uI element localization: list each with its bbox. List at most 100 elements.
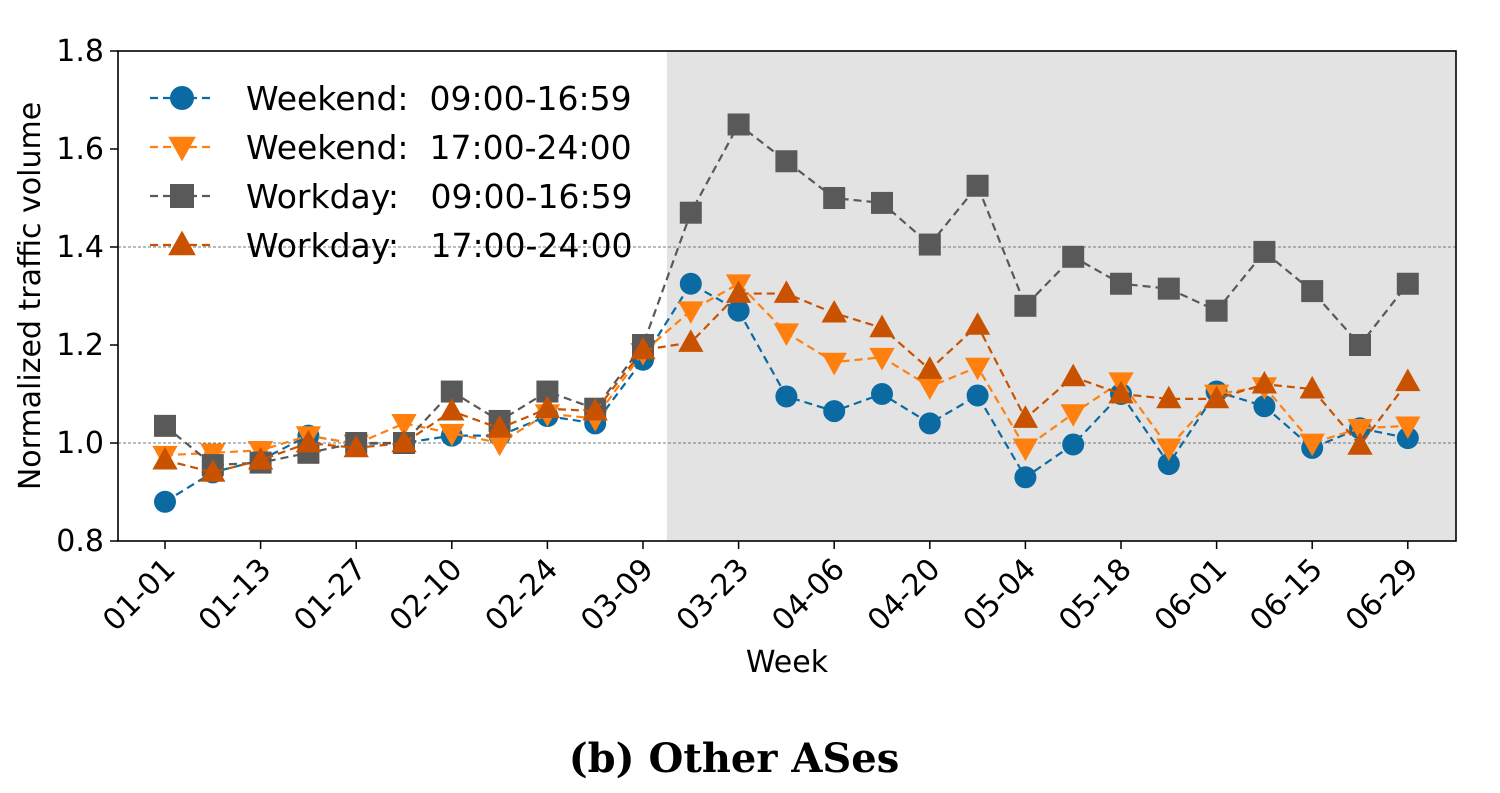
y-axis: 0.8 1.0 1.2 1.4 1.6 1.8: [56, 34, 118, 559]
data-point: [1203, 385, 1230, 409]
y-axis-label: Normalized traffic volume: [13, 102, 48, 490]
data-point: [1012, 405, 1039, 428]
data-point: [823, 187, 846, 209]
legend-entry: Workday: 09:00-16:59: [150, 177, 633, 216]
series-line: [164, 122, 1409, 467]
shaded-period: [666, 51, 1456, 541]
data-point: [1012, 438, 1039, 462]
data-point: [486, 415, 513, 438]
data-point: [964, 357, 991, 381]
shaded-region: [666, 51, 1456, 541]
data-point: [871, 383, 893, 405]
data-point: [821, 352, 847, 376]
x-tick-label: 05-04: [957, 552, 1043, 638]
y-tick-label: 1.4: [56, 230, 104, 265]
data-point: [536, 380, 559, 403]
data-point: [1060, 363, 1086, 387]
legend-marker: [170, 86, 194, 110]
legend-label: Weekend: 09:00-16:59: [246, 79, 632, 118]
legend-entry: Workday: 17:00-24:00: [150, 226, 633, 265]
x-tick-label: 06-01: [1148, 552, 1234, 638]
data-point: [727, 113, 750, 136]
data-point: [966, 174, 989, 197]
data-point: [1014, 294, 1037, 317]
data-point: [678, 329, 704, 352]
y-tick-label: 0.8: [56, 524, 104, 559]
y-tick-label: 1.8: [56, 34, 104, 69]
data-point: [343, 434, 369, 458]
data-point: [823, 400, 846, 423]
data-point: [679, 272, 702, 295]
legend-label: Workday: 17:00-24:00: [246, 226, 633, 265]
data-point: [1205, 299, 1228, 322]
data-point: [1301, 280, 1324, 303]
legend: Weekend: 09:00-16:59 Weekend: 17:00-24:00…: [150, 79, 633, 265]
data-point: [773, 280, 800, 303]
legend-marker: [168, 136, 196, 162]
data-point: [1014, 466, 1037, 489]
data-point: [964, 312, 991, 335]
data-point: [1299, 433, 1325, 457]
data-point: [247, 446, 274, 470]
data-point: [773, 323, 800, 346]
data-point: [725, 280, 752, 303]
data-point: [918, 233, 941, 256]
data-point: [775, 150, 798, 173]
data-point: [869, 314, 895, 338]
y-tick-label: 1.2: [56, 328, 104, 363]
data-point: [821, 299, 847, 323]
data-point: [440, 380, 463, 403]
x-tick-label: 06-15: [1243, 552, 1329, 638]
data-point: [391, 414, 417, 437]
x-tick-label: 01-13: [192, 552, 278, 638]
x-tick-label: 02-24: [479, 552, 565, 638]
data-point: [869, 347, 895, 371]
x-axis: 01-01 01-13 01-27 02-10 02-24 03-09 03-23 04-06…: [96, 541, 1425, 638]
y-tick-label: 1.6: [56, 132, 104, 167]
data-point: [534, 395, 561, 419]
x-axis-label: Week: [746, 645, 829, 680]
data-point: [486, 433, 513, 457]
x-tick-label: 05-18: [1052, 552, 1138, 638]
x-tick-label: 02-10: [383, 552, 469, 638]
data-point: [1253, 395, 1276, 418]
data-point: [1395, 368, 1421, 392]
y-tick-label: 1.0: [56, 426, 104, 461]
data-point: [1349, 334, 1371, 356]
data-point: [582, 397, 608, 421]
x-tick-label: 03-23: [670, 552, 756, 638]
figure-caption: (b) Other ASes: [569, 735, 900, 782]
x-tick-label: 01-27: [287, 552, 373, 638]
series-group: [152, 113, 1421, 513]
data-point: [1156, 438, 1182, 462]
data-point: [1253, 240, 1276, 263]
data-point: [154, 490, 176, 513]
data-point: [1060, 404, 1086, 427]
data-point: [871, 191, 893, 214]
data-point: [917, 377, 943, 400]
data-point: [1347, 418, 1373, 442]
data-point: [679, 201, 702, 224]
data-point: [1347, 432, 1373, 455]
x-tick-label: 01-01: [96, 552, 182, 638]
x-tick-label: 06-29: [1339, 552, 1425, 638]
data-point: [630, 336, 656, 360]
legend-label: Workday: 09:00-16:59: [246, 177, 633, 216]
data-point: [1251, 371, 1278, 394]
legend-entry: Weekend: 17:00-24:00: [150, 128, 632, 167]
data-point: [200, 459, 226, 482]
data-point: [775, 385, 798, 408]
data-point: [727, 299, 750, 322]
data-point: [152, 446, 178, 470]
data-point: [439, 423, 465, 447]
data-point: [295, 429, 322, 453]
legend-entry: Weekend: 09:00-16:59: [150, 79, 632, 118]
data-point: [154, 414, 176, 437]
data-point: [917, 356, 943, 379]
data-point: [1062, 433, 1085, 456]
data-point: [1110, 272, 1132, 295]
data-point: [1396, 272, 1419, 295]
x-tick-label: 04-06: [765, 552, 851, 638]
legend-marker: [168, 230, 196, 256]
